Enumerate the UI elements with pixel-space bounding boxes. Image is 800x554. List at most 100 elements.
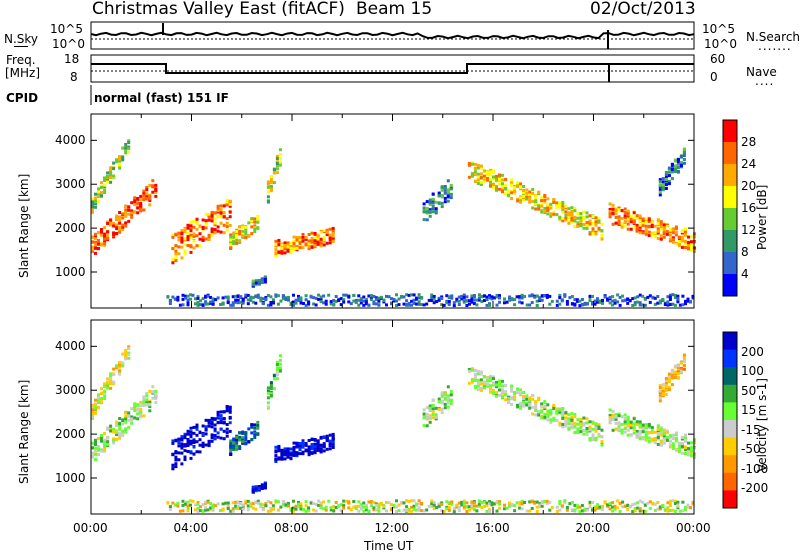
velocity-cell bbox=[174, 450, 178, 454]
velocity-cell bbox=[307, 508, 311, 511]
velocity-cell bbox=[555, 419, 559, 423]
power-cell bbox=[680, 245, 684, 249]
velocity-cell bbox=[359, 507, 363, 511]
velocity-cell bbox=[457, 509, 461, 512]
velocity-cell bbox=[91, 446, 94, 450]
velocity-cell bbox=[210, 433, 214, 437]
velocity-cell bbox=[417, 506, 421, 510]
power-cell bbox=[674, 227, 678, 231]
power-cell bbox=[560, 298, 564, 302]
velocity-cell bbox=[614, 415, 618, 419]
velocity-cell bbox=[522, 404, 526, 408]
velocity-cell bbox=[666, 507, 670, 511]
velocity-cell bbox=[519, 406, 523, 410]
power-cell bbox=[616, 300, 620, 304]
power-cell bbox=[549, 212, 553, 216]
velocity-cell bbox=[225, 431, 229, 435]
velocity-cell bbox=[236, 507, 240, 511]
velocity-cell bbox=[331, 446, 335, 449]
power-cell bbox=[357, 298, 361, 302]
power-cell bbox=[392, 299, 396, 303]
power-cell bbox=[597, 219, 601, 223]
velocity-cell bbox=[568, 502, 572, 506]
power-cell bbox=[377, 299, 381, 303]
velocity-cell bbox=[292, 499, 295, 503]
velocity-cell bbox=[646, 501, 650, 505]
power-cell bbox=[127, 212, 131, 216]
velocity-cell bbox=[564, 424, 568, 428]
velocity-cell bbox=[410, 505, 414, 509]
velocity-cell bbox=[109, 372, 113, 376]
velocity-cell bbox=[257, 485, 261, 488]
power-cell bbox=[513, 298, 517, 302]
velocity-cell bbox=[244, 431, 248, 435]
velocity-cell bbox=[482, 500, 486, 504]
power-cell bbox=[121, 225, 125, 229]
velocity-cell bbox=[216, 412, 220, 416]
power-cell bbox=[617, 219, 621, 223]
power-cbar-tick: 24 bbox=[741, 157, 757, 171]
power-cell bbox=[229, 247, 233, 250]
velocity-cell bbox=[189, 442, 193, 446]
velocity-cell bbox=[277, 449, 281, 453]
power-cell bbox=[139, 203, 143, 207]
velocity-cell bbox=[684, 439, 687, 443]
velocity-cell bbox=[651, 501, 655, 505]
power-cell bbox=[395, 299, 398, 303]
velocity-cell bbox=[656, 507, 660, 511]
power-cell bbox=[593, 299, 597, 303]
velocity-cell bbox=[283, 449, 287, 453]
power-cell bbox=[671, 231, 675, 235]
velocity-cell bbox=[647, 426, 651, 429]
power-cell bbox=[97, 231, 100, 234]
velocity-cell bbox=[576, 431, 580, 434]
y-tick-label: 1000 bbox=[55, 471, 86, 485]
x-tick-label: 04:00 bbox=[173, 521, 209, 535]
power-cell bbox=[256, 217, 260, 221]
power-cell bbox=[405, 303, 409, 306]
power-cell bbox=[256, 226, 260, 230]
velocity-cell bbox=[636, 506, 640, 510]
velocity-cell bbox=[207, 424, 211, 428]
power-cell bbox=[225, 228, 229, 232]
cpid-label: CPID bbox=[6, 91, 39, 105]
velocity-cell bbox=[412, 499, 416, 503]
velocity-cell bbox=[470, 367, 474, 371]
power-cell bbox=[608, 295, 612, 299]
velocity-cbar-swatch bbox=[723, 349, 737, 368]
power-cell bbox=[171, 233, 175, 237]
velocity-cell bbox=[269, 509, 273, 513]
velocity-cell bbox=[679, 361, 683, 365]
power-cell bbox=[656, 218, 660, 222]
power-cell bbox=[289, 301, 293, 305]
power-cell bbox=[192, 235, 196, 238]
velocity-cell bbox=[613, 504, 617, 508]
velocity-cell bbox=[617, 421, 621, 425]
power-cell bbox=[428, 200, 432, 204]
velocity-cell bbox=[682, 367, 686, 371]
power-cell bbox=[145, 192, 149, 196]
power-cell bbox=[191, 293, 195, 297]
power-cell bbox=[362, 303, 366, 307]
power-cell bbox=[555, 205, 559, 209]
power-cell bbox=[91, 209, 94, 212]
power-cell bbox=[480, 300, 484, 303]
power-cell bbox=[482, 180, 486, 184]
power-cell bbox=[486, 178, 489, 182]
power-cell bbox=[465, 299, 469, 303]
velocity-cell bbox=[488, 502, 491, 506]
power-cell bbox=[106, 222, 110, 225]
velocity-cell bbox=[259, 505, 263, 509]
velocity-cell bbox=[97, 406, 100, 410]
velocity-cell bbox=[656, 443, 660, 446]
power-cell bbox=[276, 302, 280, 306]
power-cell bbox=[246, 293, 250, 297]
velocity-cell bbox=[667, 376, 671, 380]
velocity-cell bbox=[661, 389, 665, 393]
power-cell bbox=[490, 297, 494, 301]
velocity-cell bbox=[531, 394, 535, 397]
velocity-cell bbox=[183, 458, 187, 461]
power-cell bbox=[319, 237, 323, 241]
power-cell bbox=[260, 280, 264, 284]
velocity-cell bbox=[109, 380, 113, 384]
